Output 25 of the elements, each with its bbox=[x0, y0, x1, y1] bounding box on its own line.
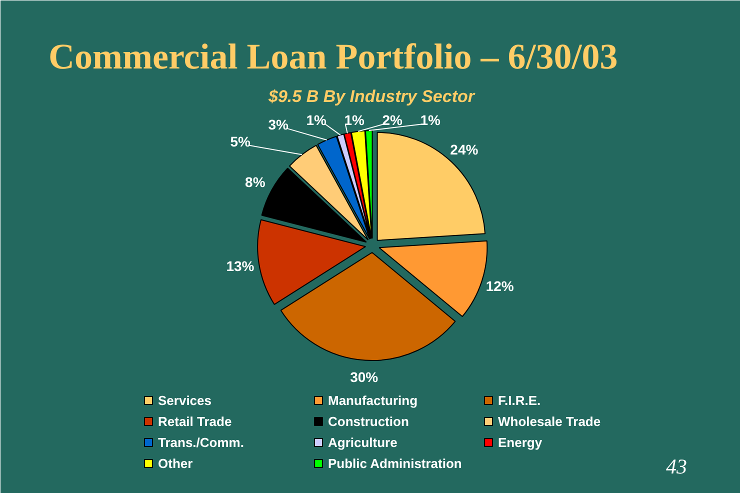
legend-label: F.I.R.E. bbox=[498, 392, 542, 410]
legend-label: Trans./Comm. bbox=[158, 434, 245, 452]
legend-label: Construction bbox=[328, 412, 410, 430]
data-label: 30% bbox=[350, 369, 379, 385]
data-label: 12% bbox=[486, 278, 514, 294]
data-label: 8% bbox=[245, 174, 266, 190]
legend-label: Agriculture bbox=[328, 434, 398, 452]
data-label: 5% bbox=[230, 133, 252, 150]
data-label: 1% bbox=[306, 112, 328, 128]
data-label: 3% bbox=[268, 116, 290, 133]
legend-label: Services bbox=[158, 392, 212, 410]
text: 43 bbox=[666, 454, 687, 478]
legend-label: Public Administration bbox=[328, 454, 463, 472]
legend-label: Wholesale Trade bbox=[498, 412, 602, 430]
legend-label: Other bbox=[158, 454, 194, 472]
data-label: 1% bbox=[344, 112, 366, 128]
data-label: 13% bbox=[226, 258, 255, 274]
legend-label: Retail Trade bbox=[158, 412, 233, 430]
data-label: 2% bbox=[382, 112, 404, 128]
data-label: 24% bbox=[450, 141, 479, 158]
data-label: 1% bbox=[420, 112, 442, 128]
chart-title: Commercial Loan Portfolio – 6/30/03 bbox=[48, 36, 618, 76]
legend-label: Manufacturing bbox=[328, 392, 419, 410]
legend-label: Energy bbox=[498, 434, 544, 452]
chart-subtitle: $9.5 B By Industry Sector bbox=[268, 87, 476, 106]
